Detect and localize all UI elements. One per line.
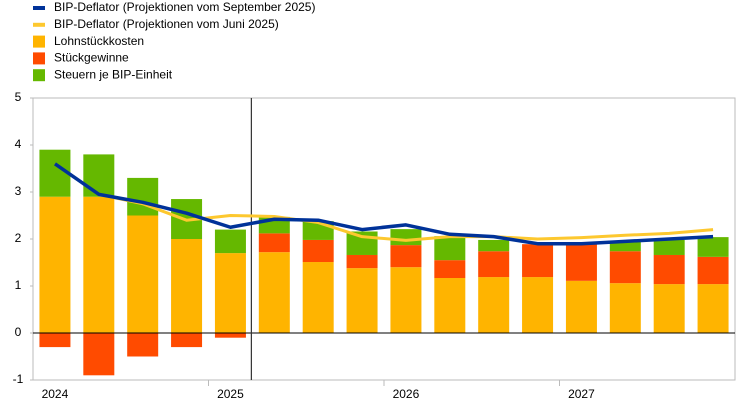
- bar: [478, 239, 510, 252]
- bar: [478, 251, 510, 278]
- y-tick-label: 5: [15, 90, 22, 104]
- bar: [390, 245, 422, 268]
- bar: [214, 333, 246, 338]
- bar: [39, 149, 71, 197]
- legend-label: BIP-Deflator (Projektionen vom Juni 2025…: [54, 17, 279, 31]
- bar: [434, 278, 466, 333]
- y-tick-label: -1: [13, 372, 24, 386]
- bar: [302, 262, 334, 333]
- bar: [39, 333, 71, 348]
- bar: [609, 283, 641, 333]
- y-tick-label: 4: [15, 137, 22, 151]
- legend-swatch: [33, 6, 45, 10]
- line: [54, 162, 714, 242]
- bar: [653, 239, 685, 255]
- bar: [697, 284, 729, 333]
- bar: [609, 240, 641, 252]
- x-tick-label: 2025: [217, 387, 244, 401]
- legend-label: Lohnstückkosten: [54, 34, 144, 48]
- legend-label: Steuern je BIP-Einheit: [54, 67, 173, 81]
- bar: [83, 196, 115, 333]
- bar: [127, 177, 159, 216]
- bar: [171, 333, 203, 348]
- bar: [127, 333, 159, 357]
- bar: [434, 260, 466, 279]
- line: [53, 162, 714, 246]
- bar: [390, 267, 422, 333]
- bar: [478, 277, 510, 333]
- legend-swatch: [33, 69, 45, 82]
- legend-label: Stückgewinne: [54, 51, 129, 65]
- bar: [214, 253, 246, 333]
- bar: [346, 254, 378, 269]
- x-tick-label: 2024: [42, 387, 69, 401]
- y-tick-label: 1: [15, 278, 22, 292]
- bar: [653, 254, 685, 285]
- y-tick-label: 0: [15, 325, 22, 339]
- bar: [258, 252, 290, 333]
- bar: [258, 233, 290, 253]
- x-tick-label: 2027: [568, 387, 595, 401]
- bar: [522, 277, 554, 333]
- bar: [609, 251, 641, 284]
- bar: [83, 333, 115, 376]
- bar: [697, 237, 729, 257]
- bar: [302, 239, 334, 263]
- bar: [390, 229, 422, 246]
- y-tick-label: 3: [15, 184, 22, 198]
- bar: [171, 239, 203, 333]
- bar: [127, 215, 159, 333]
- bar: [346, 268, 378, 333]
- bar: [83, 154, 115, 197]
- bar: [565, 244, 597, 281]
- bar: [214, 229, 246, 254]
- bar: [697, 256, 729, 285]
- legend-swatch: [33, 52, 45, 65]
- legend-swatch: [33, 22, 45, 27]
- bar: [653, 284, 685, 333]
- legend-label: BIP-Deflator (Projektionen vom September…: [54, 0, 315, 14]
- y-tick-label: 2: [15, 231, 22, 245]
- legend-swatch: [33, 35, 45, 48]
- bar: [346, 231, 378, 255]
- bar: [522, 244, 554, 278]
- bar: [565, 280, 597, 333]
- bar: [39, 196, 71, 333]
- x-tick-label: 2026: [393, 387, 420, 401]
- bar: [434, 236, 466, 261]
